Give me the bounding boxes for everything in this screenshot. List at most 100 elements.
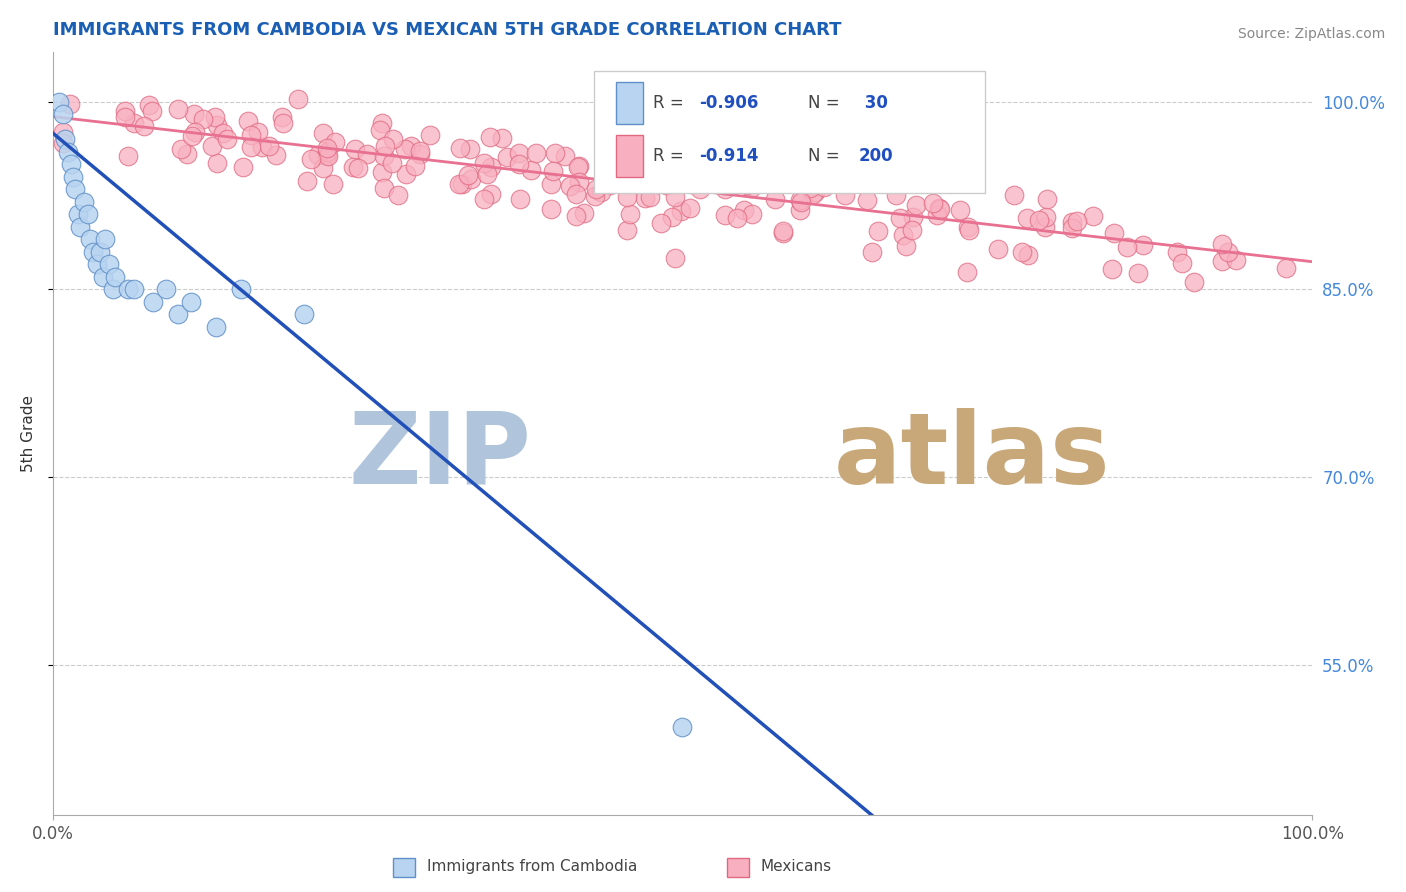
Point xyxy=(524,145,547,160)
Point xyxy=(713,182,735,196)
Point xyxy=(399,138,422,153)
Point xyxy=(356,147,378,161)
Point xyxy=(922,196,945,211)
Point xyxy=(664,251,686,265)
Point xyxy=(638,190,661,204)
Point xyxy=(565,186,588,201)
Point xyxy=(987,242,1010,256)
Point xyxy=(664,190,686,204)
Point xyxy=(250,140,273,154)
Point xyxy=(790,195,813,210)
Point xyxy=(73,194,96,209)
Point xyxy=(322,177,344,191)
Point xyxy=(659,177,682,191)
Point xyxy=(53,132,76,146)
Point xyxy=(585,182,607,196)
Point xyxy=(558,179,581,194)
Point xyxy=(714,208,737,222)
Point xyxy=(634,191,657,205)
Point xyxy=(342,160,364,174)
Point xyxy=(617,169,640,183)
Point xyxy=(381,156,404,170)
Point xyxy=(394,142,416,156)
Point xyxy=(134,119,156,133)
FancyBboxPatch shape xyxy=(616,82,644,124)
Point xyxy=(772,227,794,241)
Point xyxy=(1033,220,1056,235)
Point xyxy=(583,189,606,203)
Point xyxy=(508,145,530,160)
Text: -0.906: -0.906 xyxy=(699,94,758,112)
Point xyxy=(287,91,309,105)
Point xyxy=(619,206,641,220)
Point xyxy=(257,139,280,153)
Point xyxy=(294,307,316,321)
Point xyxy=(928,202,950,216)
Point xyxy=(671,720,693,734)
Point xyxy=(176,146,198,161)
Point xyxy=(117,282,139,296)
Point xyxy=(650,216,672,230)
Point xyxy=(1017,211,1039,225)
Point xyxy=(668,174,690,188)
Point xyxy=(574,206,596,220)
Point xyxy=(669,203,692,218)
Point xyxy=(138,98,160,112)
Point xyxy=(735,178,758,192)
Point xyxy=(1166,245,1188,260)
Point xyxy=(98,257,121,271)
Point xyxy=(204,110,226,124)
Point xyxy=(540,178,562,192)
Point xyxy=(568,175,591,189)
Point xyxy=(688,136,710,151)
Point xyxy=(207,155,229,169)
Point xyxy=(155,282,177,296)
FancyBboxPatch shape xyxy=(595,70,984,193)
Point xyxy=(1171,256,1194,270)
Point xyxy=(568,159,591,173)
Point xyxy=(860,244,883,259)
Point xyxy=(733,202,755,217)
Point xyxy=(124,282,146,296)
Point xyxy=(66,207,89,221)
Point xyxy=(620,160,643,174)
Point xyxy=(370,165,392,179)
Point xyxy=(1035,211,1057,225)
Point xyxy=(458,142,481,156)
Point xyxy=(956,265,979,279)
Point xyxy=(797,156,820,170)
Point xyxy=(1211,236,1233,251)
Point xyxy=(616,189,638,203)
Point xyxy=(184,125,207,139)
Point xyxy=(449,140,471,154)
Point xyxy=(142,294,165,309)
Point xyxy=(1225,253,1247,268)
Text: Mexicans: Mexicans xyxy=(761,859,832,874)
Point xyxy=(409,144,432,158)
Point xyxy=(896,239,918,253)
Point xyxy=(567,160,589,174)
Point xyxy=(495,150,517,164)
Point xyxy=(167,307,190,321)
Point xyxy=(381,131,404,145)
Point xyxy=(373,149,395,163)
Point xyxy=(679,201,702,215)
Point xyxy=(63,182,86,196)
Point xyxy=(479,187,502,202)
Point xyxy=(1002,188,1025,202)
Point xyxy=(541,163,564,178)
Point xyxy=(247,125,270,139)
Text: N =: N = xyxy=(808,147,845,165)
Point xyxy=(956,220,979,235)
Point xyxy=(297,174,319,188)
Point xyxy=(1182,275,1205,289)
Point xyxy=(91,269,114,284)
Point xyxy=(212,126,235,140)
Point xyxy=(101,282,124,296)
Point xyxy=(59,97,82,112)
Point xyxy=(725,211,748,225)
Point xyxy=(689,182,711,196)
Point xyxy=(201,138,224,153)
Point xyxy=(472,192,495,206)
Point xyxy=(264,148,287,162)
